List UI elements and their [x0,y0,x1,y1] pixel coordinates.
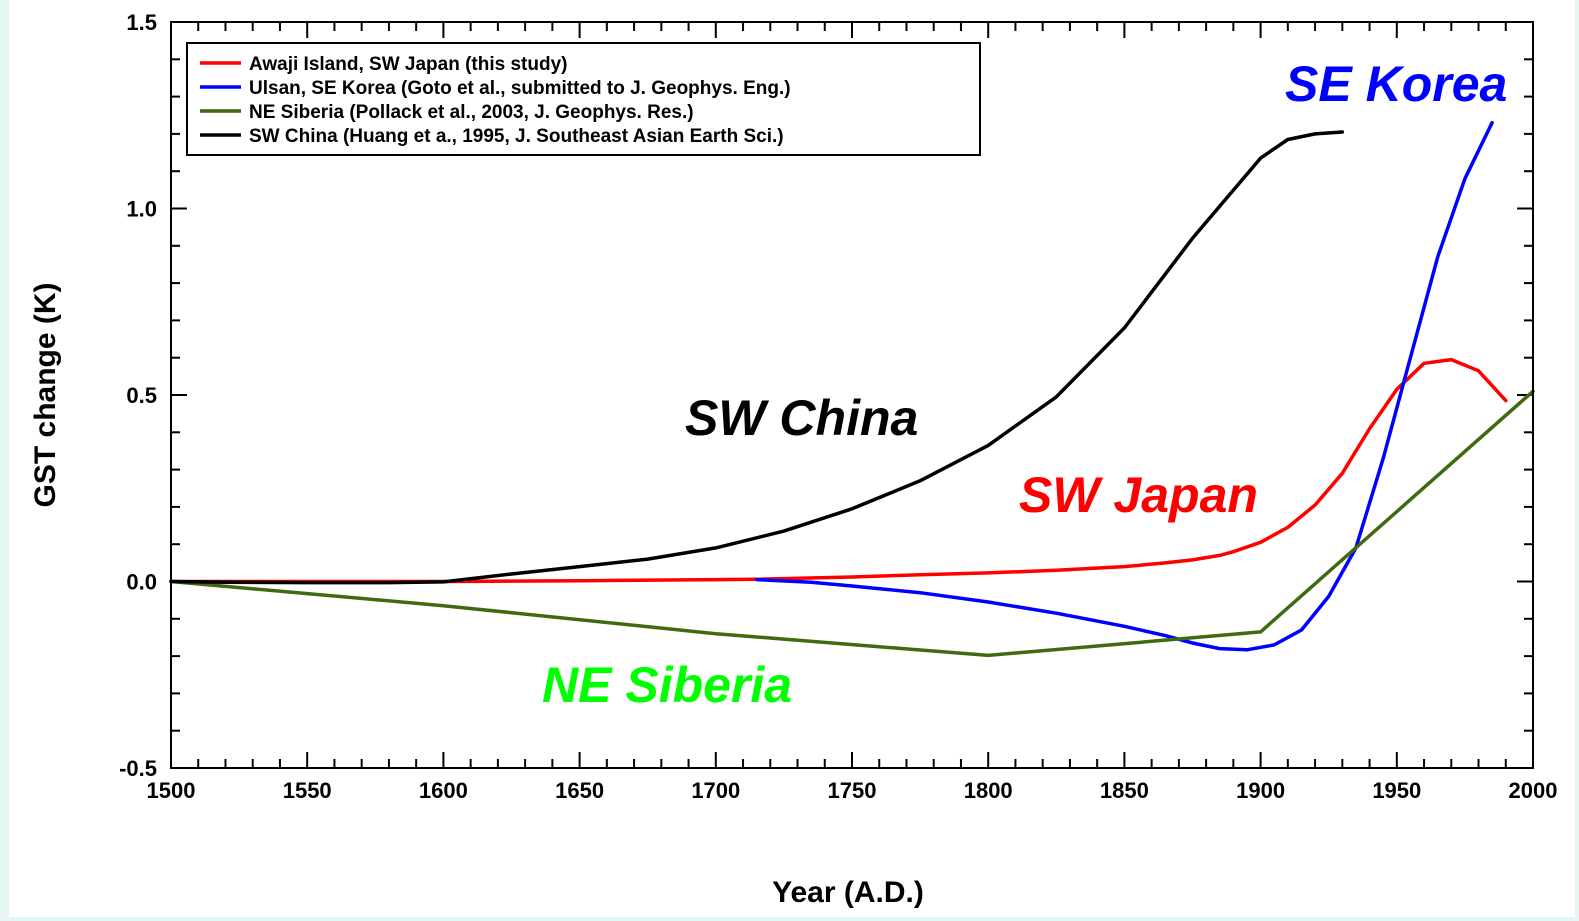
x-tick-label: 1650 [555,778,604,803]
annotation-se-korea: SE Korea [1285,56,1507,112]
series-line-2 [169,389,1535,658]
y-axis-title: GST change (K) [29,282,62,507]
legend-label: Ulsan, SE Korea (Goto et al., submitted … [249,78,791,99]
series-line-1 [754,120,1494,652]
x-axis-title: Year (A.D.) [772,876,924,909]
annotation-ne-siberia: NE Siberia [542,657,792,713]
legend-label: SW China (Huang et a., 1995, J. Southeas… [249,126,784,147]
x-tick-label: 1900 [1236,778,1285,803]
x-tick-label: 1850 [1100,778,1149,803]
annotation-sw-japan: SW Japan [1019,467,1258,523]
x-tick-label: 1600 [419,778,468,803]
y-tick-label: 0.0 [126,570,157,595]
legend: Awaji Island, SW Japan (this study) Ulsan… [186,42,981,156]
x-tick-label: 1700 [691,778,740,803]
x-tick-label: 1950 [1372,778,1421,803]
legend-label: NE Siberia (Pollack et al., 2003, J. Geo… [249,102,694,123]
line-chart: 1500 1550 1600 1650 1700 1750 1800 1850 1900 1950… [29,10,1557,909]
x-tick-label: 1500 [147,778,196,803]
series-lines [169,120,1535,658]
legend-box [186,42,981,156]
series-line-0 [169,357,1508,584]
y-tick-label: 1.0 [126,197,157,222]
x-tick-label: 1750 [828,778,877,803]
tick-labels: 1500 1550 1600 1650 1700 1750 1800 1850 1900 1950… [119,10,1557,803]
chart-figure: 1500 1550 1600 1650 1700 1750 1800 1850 1900 1950… [9,0,1575,917]
y-tick-label: 1.5 [126,10,157,35]
y-tick-label: 0.5 [126,383,157,408]
legend-items: Awaji Island, SW Japan (this study) Ulsan… [200,54,791,147]
plot-frame [170,21,1534,769]
x-tick-label: 1800 [964,778,1013,803]
series-line-3 [169,130,1345,585]
y-tick-label: -0.5 [119,756,157,781]
legend-label: Awaji Island, SW Japan (this study) [249,54,567,75]
x-tick-label: 1550 [283,778,332,803]
annotation-sw-china: SW China [685,390,918,446]
x-tick-label: 2000 [1509,778,1558,803]
